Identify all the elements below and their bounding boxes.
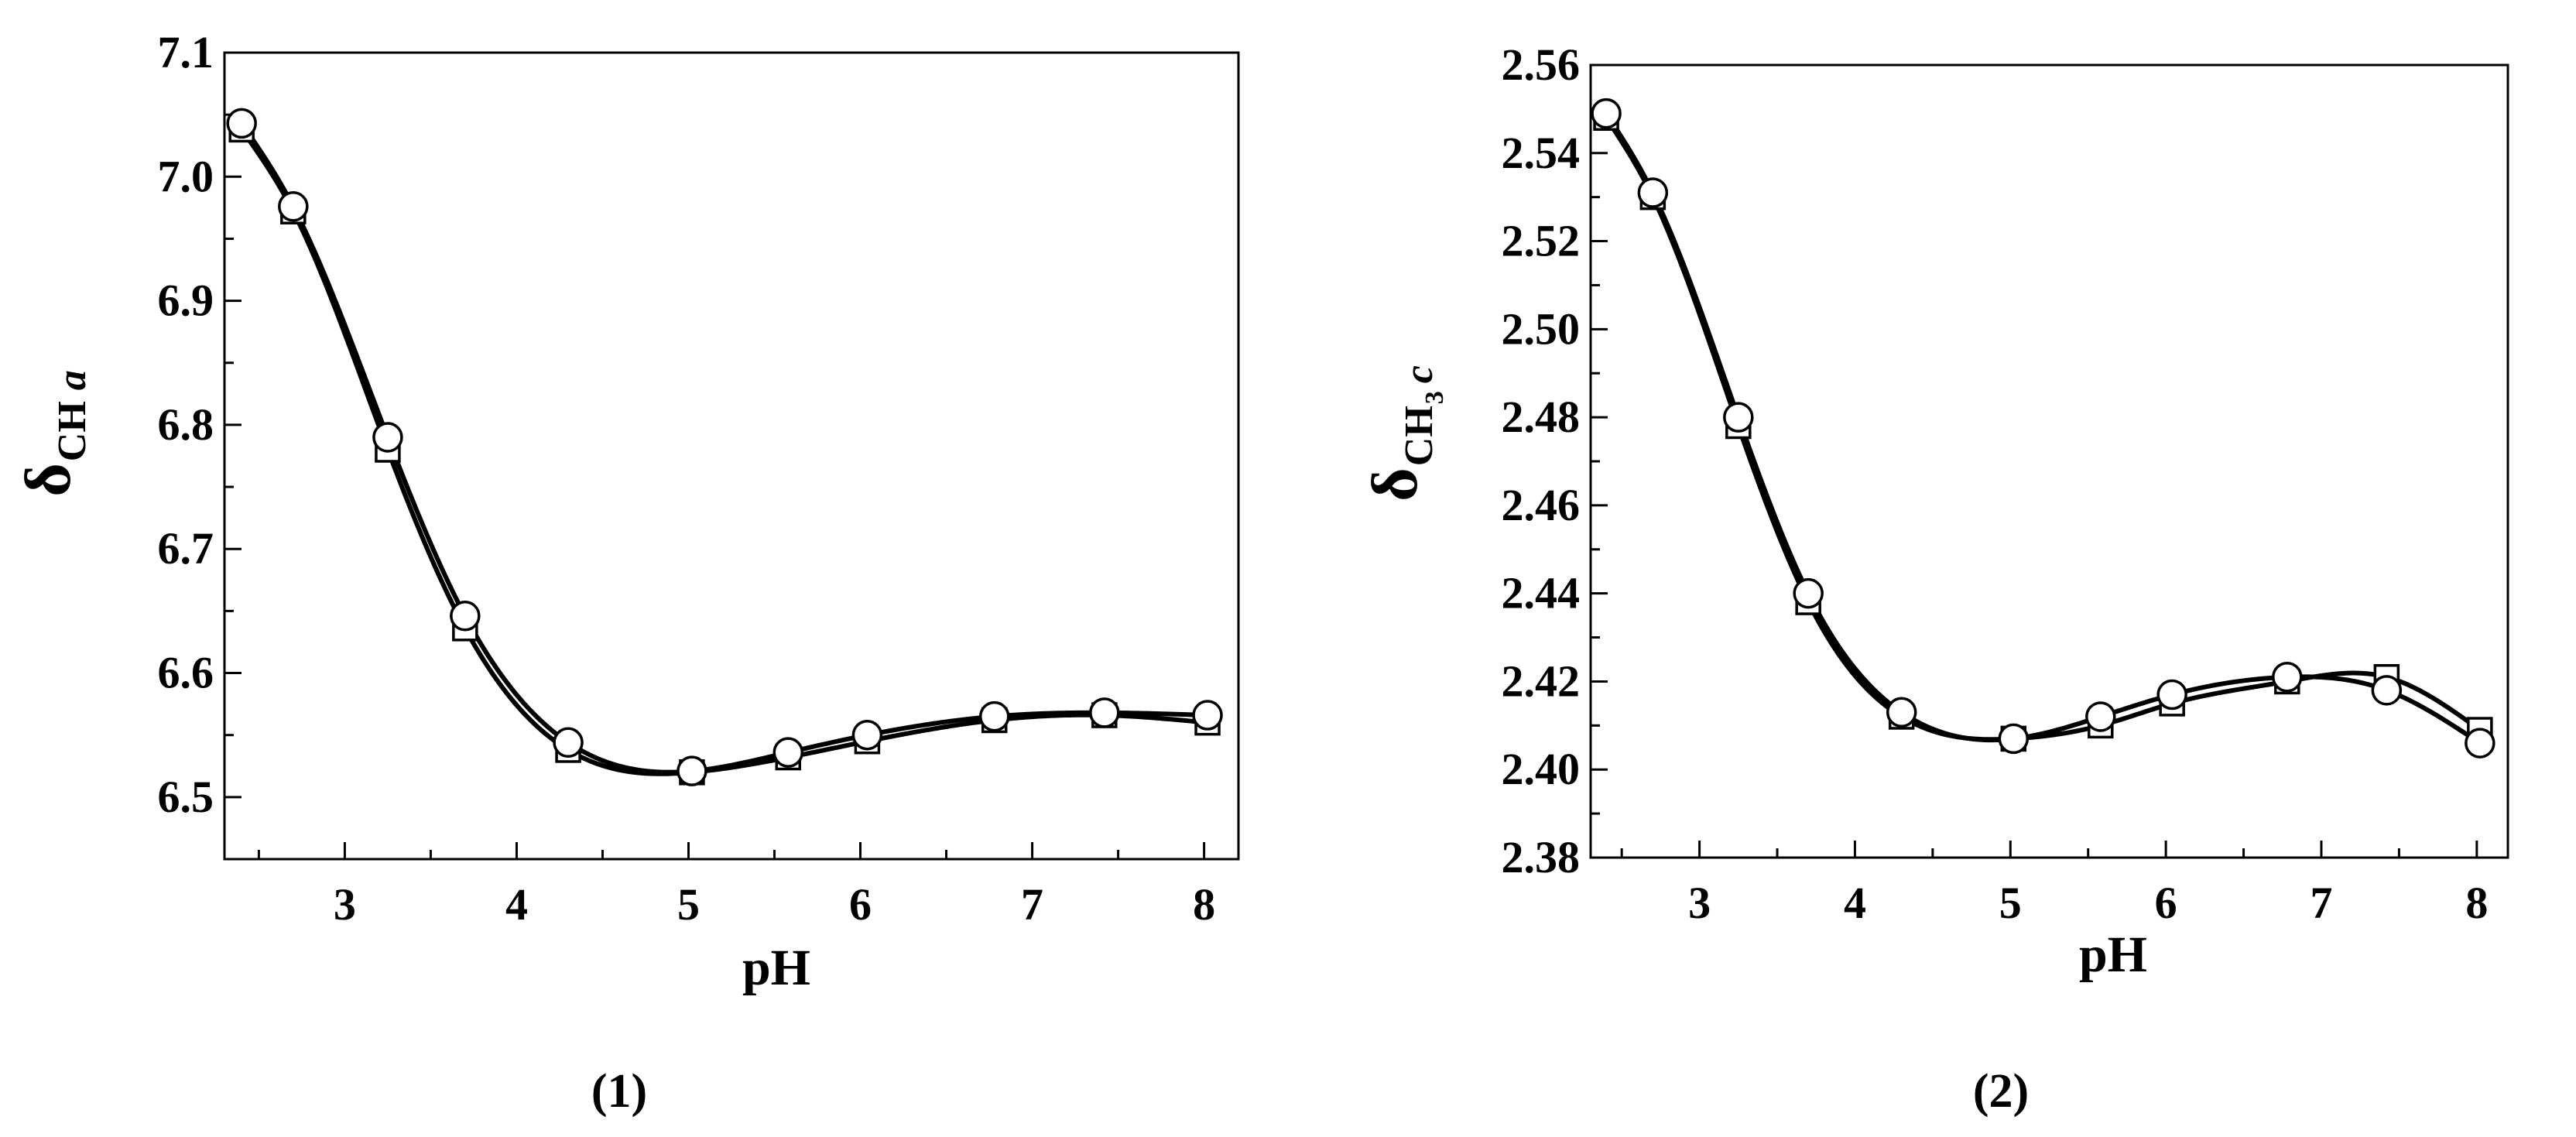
y-tick-label: 6.6 bbox=[158, 648, 214, 698]
data-point-circle bbox=[1637, 177, 1669, 208]
y-axis-title: δCHa bbox=[12, 370, 94, 497]
y-tick-label: 6.8 bbox=[158, 399, 214, 450]
x-tick-label: 8 bbox=[2465, 878, 2488, 928]
plot-frame bbox=[223, 51, 1240, 861]
data-point-circle bbox=[677, 755, 707, 786]
y-tick-label: 2.48 bbox=[1502, 392, 1581, 442]
x-tick-label: 7 bbox=[1021, 879, 1043, 930]
data-point-circle bbox=[978, 700, 1010, 732]
x-tick-label: 8 bbox=[1193, 879, 1215, 930]
x-tick-label: 6 bbox=[2155, 878, 2177, 928]
chart-panel-1: 3 4 5 6 7 8 6.5 6.6 6.7 6.8 6.9 7.0 7.1 pH δCHa (1) bbox=[12, 27, 1240, 1118]
x-axis-title: pH bbox=[2079, 926, 2147, 983]
x-tick-label: 4 bbox=[1844, 878, 1866, 928]
data-point-circle bbox=[1089, 697, 1120, 728]
data-point-circle bbox=[1886, 697, 1917, 728]
data-point-circle bbox=[553, 727, 584, 759]
fit-curve-square bbox=[1604, 116, 2482, 742]
y-tick-label: 2.56 bbox=[1502, 39, 1581, 90]
y-tick-label: 7.1 bbox=[158, 27, 214, 77]
y-tick-label: 7.0 bbox=[158, 151, 214, 201]
y-tick-label: 2.42 bbox=[1502, 656, 1581, 706]
y-tick-label: 2.44 bbox=[1502, 568, 1581, 618]
data-point-circle bbox=[2371, 675, 2403, 706]
data-point-circle bbox=[1192, 700, 1223, 731]
data-point-circle bbox=[226, 108, 257, 139]
y-tick-label: 2.46 bbox=[1502, 480, 1581, 530]
data-point-circle bbox=[2465, 728, 2496, 759]
y-tick-label: 2.54 bbox=[1502, 128, 1581, 178]
y-tick-label: 6.9 bbox=[158, 276, 214, 326]
data-point-circle bbox=[2272, 662, 2303, 693]
data-point-circle bbox=[851, 719, 883, 751]
x-tick-label: 5 bbox=[1999, 878, 2022, 928]
fit-curve-circle bbox=[239, 122, 1208, 775]
data-point-circle bbox=[372, 422, 403, 453]
x-axis-title: pH bbox=[742, 940, 810, 996]
y-axis-title: δCH3c bbox=[1359, 365, 1449, 502]
x-tick-label: 6 bbox=[849, 879, 872, 930]
x-tick-label: 5 bbox=[677, 879, 700, 930]
fit-curve-circle bbox=[1604, 111, 2482, 745]
panel-label: (2) bbox=[1973, 1065, 2029, 1118]
data-point-circle bbox=[278, 191, 309, 222]
data-point-circle bbox=[2156, 679, 2187, 711]
x-tick-label: 3 bbox=[1688, 878, 1711, 928]
data-point-circle bbox=[1998, 723, 2030, 755]
x-tick-label: 4 bbox=[505, 879, 528, 930]
y-tick-label: 6.7 bbox=[158, 523, 214, 574]
y-tick-label: 2.40 bbox=[1502, 744, 1581, 794]
data-point-circle bbox=[1793, 577, 1824, 609]
data-point-circle bbox=[450, 601, 481, 632]
y-tick-label: 2.50 bbox=[1502, 303, 1581, 354]
data-point-circle bbox=[1723, 402, 1754, 433]
data-point-circle bbox=[2085, 701, 2116, 732]
y-tick-label: 6.5 bbox=[158, 772, 214, 822]
x-tick-label: 3 bbox=[334, 879, 356, 930]
x-tick-label: 7 bbox=[2310, 878, 2332, 928]
data-point-circle bbox=[1591, 98, 1622, 129]
panel-label: (1) bbox=[591, 1065, 647, 1118]
plot-frame bbox=[1589, 63, 2509, 859]
data-point-circle bbox=[772, 737, 804, 768]
y-tick-label: 2.38 bbox=[1502, 832, 1581, 882]
chart-panel-2: 3 4 5 6 7 8 2.38 2.40 2.42 2.44 2.46 2.48 2.50 2.52 2.… bbox=[1359, 39, 2509, 1118]
y-tick-label: 2.52 bbox=[1502, 216, 1581, 266]
